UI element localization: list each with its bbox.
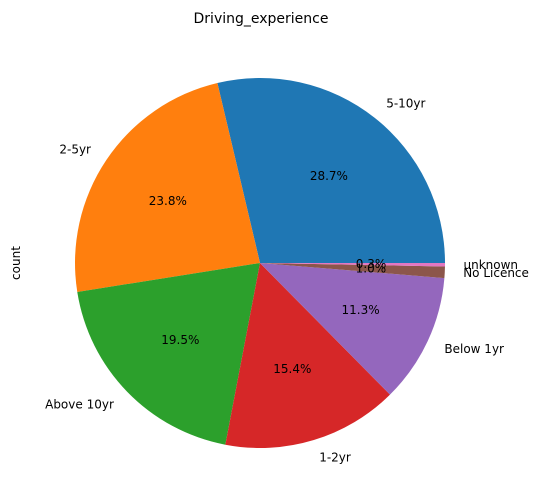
slice-label-1: 2-5yr	[59, 143, 91, 157]
slice-percent-1: 23.8%	[149, 194, 187, 208]
slice-percent-3: 15.4%	[273, 362, 311, 376]
pie-slices	[75, 78, 446, 448]
slice-label-3: 1-2yr	[319, 451, 351, 465]
pie-slice-1	[75, 82, 260, 292]
y-axis-label: count	[9, 246, 23, 280]
slice-percent-5: 1.0%	[356, 262, 387, 276]
pie-slice-0	[217, 78, 445, 264]
pie-labels: 5-10yr 28.7% 2-5yr 23.8% Above 10yr 19.5% 1-2y…	[45, 96, 529, 464]
slice-percent-0: 28.7%	[310, 169, 348, 183]
pie-slice-4	[260, 263, 445, 395]
slice-label-6: unknown	[464, 258, 519, 272]
slice-label-0: 5-10yr	[386, 96, 425, 110]
slice-label-5: No Licence	[463, 266, 529, 280]
chart-title: Driving_experience	[194, 11, 329, 27]
slice-percent-4: 11.3%	[342, 303, 380, 317]
slice-label-2: Above 10yr	[45, 398, 114, 412]
pie-slice-2	[77, 263, 260, 445]
slice-label-4: Below 1yr	[444, 342, 504, 356]
slice-percent-2: 19.5%	[161, 333, 199, 347]
pie-slice-5	[260, 263, 445, 279]
pie-slice-3	[225, 263, 390, 448]
slice-percent-6: 0.3%	[356, 257, 387, 271]
pie-slice-6	[260, 263, 446, 267]
